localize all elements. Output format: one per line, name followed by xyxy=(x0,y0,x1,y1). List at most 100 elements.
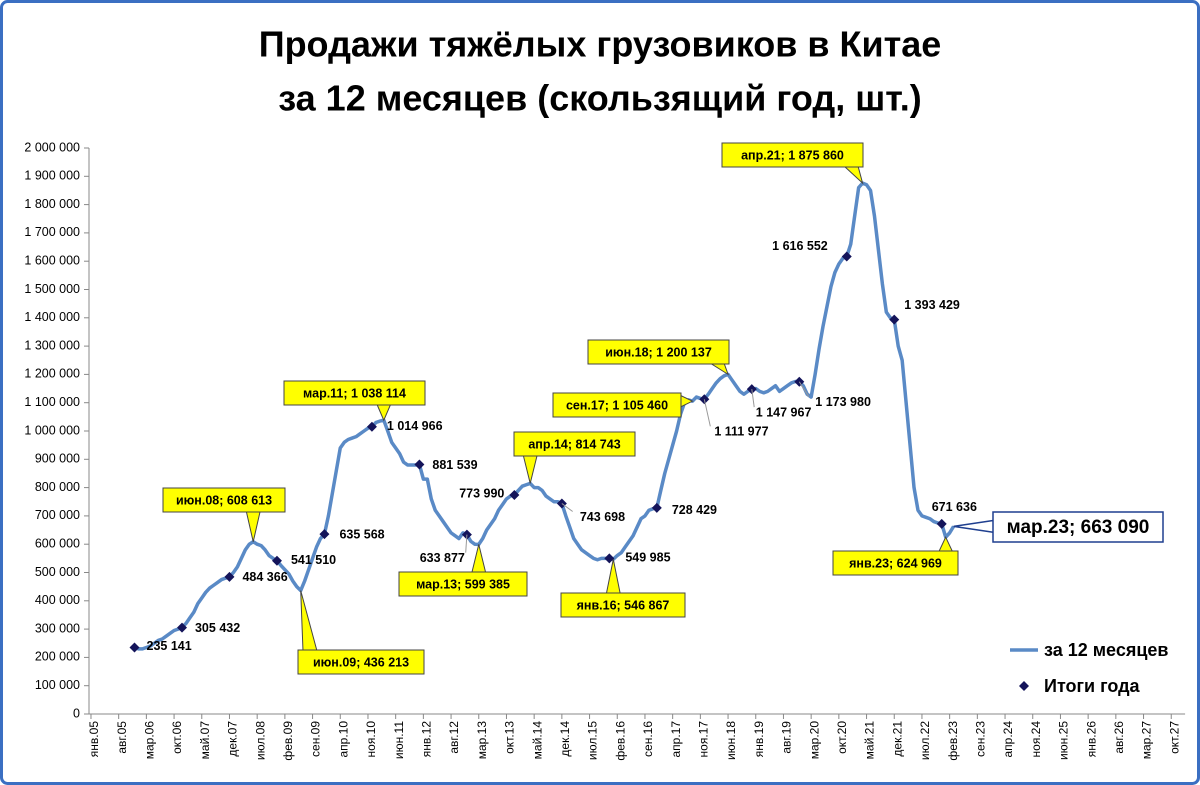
data-label: 541 510 xyxy=(291,553,336,567)
year-marker xyxy=(936,518,947,529)
data-label: 1 173 980 xyxy=(815,395,871,409)
callout-box xyxy=(992,511,1164,543)
legend-swatch xyxy=(1019,681,1029,691)
x-tick-label: окт.06 xyxy=(170,721,184,754)
callout-label: апр.14; 814 743 xyxy=(528,437,620,451)
x-tick-label: янв.05 xyxy=(87,721,101,758)
year-marker xyxy=(319,529,330,540)
x-tick-label: июн.11 xyxy=(392,721,406,759)
year-marker xyxy=(176,622,187,633)
callout-label: мар.13; 599 385 xyxy=(416,577,510,591)
callout-label: сен.17; 1 105 460 xyxy=(566,398,668,412)
y-tick-label: 1 200 000 xyxy=(24,367,80,381)
x-tick-label: май.21 xyxy=(863,721,877,760)
y-tick-label: 300 000 xyxy=(35,621,80,635)
x-tick-label: май.14 xyxy=(530,721,544,760)
chart-title: за 12 месяцев (скользящий год, шт.) xyxy=(278,78,922,119)
year-marker xyxy=(651,502,662,513)
callout-label: мар.11; 1 038 114 xyxy=(303,386,406,400)
x-tick-label: апр.10 xyxy=(336,721,350,758)
callout-box xyxy=(513,431,636,457)
y-tick-label: 100 000 xyxy=(35,678,80,692)
label-leader xyxy=(703,399,711,427)
callout-box xyxy=(587,339,730,365)
callout-label: июн.09; 436 213 xyxy=(313,655,409,669)
data-label: 1 014 966 xyxy=(387,419,443,433)
x-tick-label: янв.12 xyxy=(420,721,434,758)
callout-box xyxy=(283,380,426,406)
data-label: 671 636 xyxy=(932,500,977,514)
year-marker xyxy=(271,555,282,566)
callout-label: янв.23; 624 969 xyxy=(849,556,942,570)
legend-label: Итоги года xyxy=(1044,676,1141,696)
y-tick-label: 500 000 xyxy=(35,565,80,579)
y-tick-label: 800 000 xyxy=(35,480,80,494)
y-tick-label: 1 300 000 xyxy=(24,338,80,352)
x-tick-label: апр.24 xyxy=(1001,721,1015,758)
data-label: 743 698 xyxy=(580,510,625,524)
x-tick-label: сен.16 xyxy=(641,721,655,757)
x-tick-label: июл.08 xyxy=(253,721,267,760)
x-tick-label: авг.19 xyxy=(780,721,794,754)
data-label: 1 616 552 xyxy=(772,239,828,253)
data-label: 773 990 xyxy=(459,486,504,500)
callout-box xyxy=(398,571,528,597)
data-label: 728 429 xyxy=(672,503,717,517)
x-tick-label: авг.26 xyxy=(1112,721,1126,754)
data-label: 484 366 xyxy=(242,570,287,584)
label-leader xyxy=(751,389,755,408)
label-leader xyxy=(465,534,468,553)
x-tick-label: фев.23 xyxy=(946,721,960,761)
callout-box xyxy=(832,550,959,576)
y-tick-label: 1 500 000 xyxy=(24,282,80,296)
x-tick-label: окт.20 xyxy=(835,721,849,754)
y-tick-label: 1 000 000 xyxy=(24,423,80,437)
data-label: 1 111 977 xyxy=(714,425,768,439)
x-tick-label: июл.22 xyxy=(918,721,932,760)
x-tick-label: фев.16 xyxy=(613,721,627,761)
x-tick-label: янв.19 xyxy=(752,721,766,758)
x-tick-label: апр.17 xyxy=(669,721,683,758)
year-marker xyxy=(509,489,520,500)
x-tick-label: авг.05 xyxy=(115,721,129,754)
x-tick-label: июн.25 xyxy=(1057,721,1071,760)
y-tick-label: 2 000 000 xyxy=(24,140,80,154)
x-tick-label: окт.13 xyxy=(503,721,517,754)
callout-label: июн.08; 608 613 xyxy=(176,493,272,507)
y-tick-label: 900 000 xyxy=(35,452,80,466)
year-marker xyxy=(129,642,140,653)
x-tick-label: сен.23 xyxy=(974,721,988,757)
callout-box xyxy=(552,392,682,418)
callout-box xyxy=(162,487,286,513)
x-tick-label: дек.14 xyxy=(558,721,572,757)
callout-label: янв.16; 546 867 xyxy=(577,598,670,612)
x-tick-label: янв.26 xyxy=(1084,721,1098,758)
y-tick-label: 1 400 000 xyxy=(24,310,80,324)
year-marker xyxy=(414,459,425,470)
x-tick-label: сен.09 xyxy=(309,721,323,757)
y-tick-label: 1 800 000 xyxy=(24,197,80,211)
data-label: 1 393 429 xyxy=(904,298,960,312)
y-tick-label: 600 000 xyxy=(35,536,80,550)
y-tick-label: 1 600 000 xyxy=(24,253,80,267)
data-label: 305 432 xyxy=(195,621,240,635)
callout-box xyxy=(560,592,686,618)
x-tick-label: мар.27 xyxy=(1140,721,1154,760)
series-line xyxy=(133,181,956,651)
data-label: 1 147 967 xyxy=(756,405,812,419)
x-tick-label: июн.18 xyxy=(724,721,738,760)
y-tick-label: 1 900 000 xyxy=(24,169,80,183)
y-tick-label: 200 000 xyxy=(35,650,80,664)
x-tick-label: дек.07 xyxy=(226,721,240,757)
x-tick-label: мар.13 xyxy=(475,721,489,760)
x-tick-label: окт.27 xyxy=(1167,721,1181,754)
y-tick-label: 0 xyxy=(73,706,80,720)
x-tick-label: дек.21 xyxy=(890,721,904,757)
data-label: 235 141 xyxy=(147,639,192,653)
x-tick-label: авг.12 xyxy=(447,721,461,754)
y-tick-label: 400 000 xyxy=(35,593,80,607)
legend-label: за 12 месяцев xyxy=(1044,640,1169,660)
x-tick-label: май.07 xyxy=(198,721,212,760)
data-label: 881 539 xyxy=(432,458,477,472)
